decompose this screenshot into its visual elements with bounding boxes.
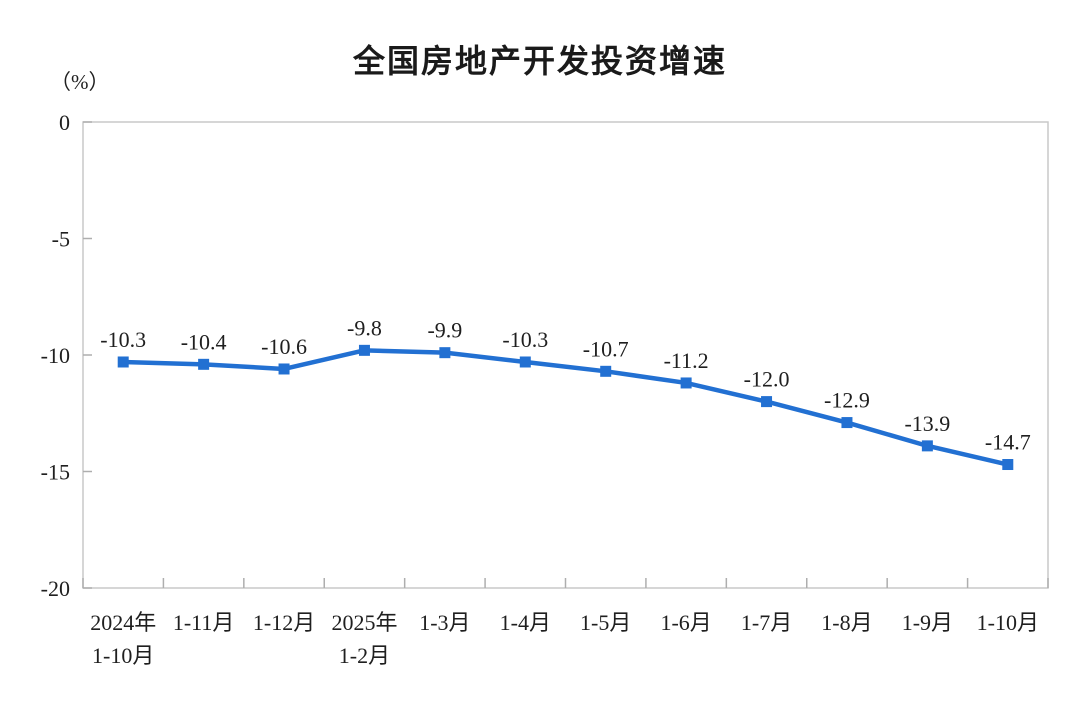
x-axis-category-label: 2025年 1-2月 [331, 610, 397, 668]
data-point-marker [841, 417, 853, 429]
x-axis-category-label: 2024年 1-10月 [90, 610, 156, 668]
data-point-marker [519, 356, 531, 368]
data-point-label: -9.8 [347, 315, 382, 340]
x-axis-category-label: 1-5月 [580, 610, 631, 635]
y-axis-unit-label: （%） [50, 70, 110, 94]
y-axis-tick-label: -5 [52, 227, 70, 252]
y-axis-tick-label: 0 [59, 110, 70, 135]
data-point-marker [921, 440, 933, 452]
x-axis-category-label: 1-9月 [902, 610, 953, 635]
data-point-label: -10.3 [502, 327, 548, 352]
data-point-marker [278, 363, 290, 375]
x-axis-category-label: 1-12月 [253, 610, 315, 635]
data-point-marker [680, 377, 692, 389]
data-point-label: -11.2 [664, 348, 709, 373]
data-point-label: -12.9 [824, 388, 870, 413]
data-point-marker [600, 365, 612, 377]
data-point-label: -10.4 [181, 329, 227, 354]
data-point-label: -14.7 [985, 430, 1031, 455]
x-axis-category-label: 1-3月 [419, 610, 470, 635]
data-point-marker [117, 356, 129, 368]
x-axis-category-label: 1-7月 [741, 610, 792, 635]
data-point-marker [358, 344, 370, 356]
data-point-label: -10.6 [261, 334, 307, 359]
data-point-marker [439, 347, 451, 359]
data-point-label: -10.3 [100, 327, 146, 352]
x-axis-category-label: 1-8月 [821, 610, 872, 635]
data-line [120, 348, 1011, 467]
plot-area-border [82, 121, 1049, 589]
data-point-label: -10.7 [583, 336, 629, 361]
x-axis-category-label: 1-11月 [173, 610, 235, 635]
data-point-marker [761, 396, 773, 408]
data-point-label: -12.0 [744, 367, 790, 392]
y-axis-tick-label: -15 [41, 460, 70, 485]
data-point-marker [198, 358, 210, 370]
x-axis-category-label: 1-10月 [977, 610, 1039, 635]
y-axis-tick-label: -10 [41, 343, 70, 368]
data-point-label: -13.9 [904, 411, 950, 436]
data-point-marker [1002, 459, 1014, 471]
y-axis-tick-label: -20 [41, 576, 70, 601]
data-point-label: -9.9 [427, 318, 462, 343]
x-axis-category-label: 1-4月 [500, 610, 551, 635]
x-axis-category-label: 1-6月 [660, 610, 711, 635]
chart-title: 全国房地产开发投资增速 [352, 43, 727, 79]
